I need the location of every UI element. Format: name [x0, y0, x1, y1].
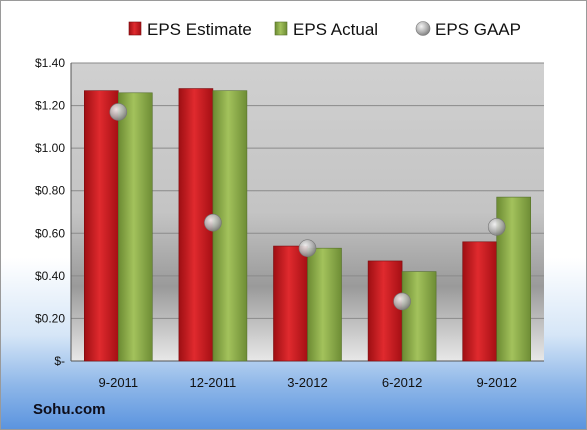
legend: EPS Estimate EPS Actual EPS GAAP	[128, 20, 521, 39]
bar-eps-actual	[401, 271, 437, 362]
x-tick-label: 9-2012	[476, 375, 516, 390]
legend-swatch-eps-gaap	[415, 21, 431, 36]
y-axis-ticks: $- $0.20 $0.40 $0.60 $0.80 $1.00 $1.20 $1.40	[35, 56, 65, 368]
marker-eps-gaap	[109, 103, 128, 121]
x-axis-ticks: 9-2011 12-2011 3-2012 6-2012 9-2012	[99, 375, 517, 390]
bar-eps-estimate	[462, 241, 498, 362]
bar-eps-estimate	[84, 90, 119, 362]
x-tick-label: 9-2011	[99, 375, 139, 390]
legend-label: EPS Estimate	[147, 20, 252, 39]
y-tick-label: $0.80	[35, 184, 65, 198]
y-tick-label: $0.40	[35, 269, 65, 283]
y-tick-label: $1.00	[35, 141, 65, 155]
bar-eps-estimate	[273, 245, 308, 362]
legend-label: EPS Actual	[293, 20, 378, 39]
y-tick-label: $0.20	[35, 311, 65, 325]
y-tick-label: $1.20	[35, 99, 65, 113]
marker-eps-gaap	[487, 218, 506, 236]
bar-eps-estimate	[367, 260, 403, 362]
bar-eps-actual	[307, 247, 342, 362]
source-label: Sohu.com	[33, 401, 106, 418]
legend-label: EPS GAAP	[435, 20, 521, 39]
y-tick-label: $-	[54, 354, 65, 368]
legend-swatch-eps-estimate	[128, 21, 142, 36]
y-tick-label: $0.60	[35, 226, 65, 240]
x-tick-label: 12-2011	[190, 375, 237, 390]
x-tick-label: 6-2012	[382, 375, 422, 390]
y-tick-label: $1.40	[35, 56, 65, 70]
gaap-markers	[109, 103, 506, 311]
marker-eps-gaap	[204, 213, 222, 232]
marker-eps-gaap	[393, 292, 411, 311]
bars	[84, 88, 532, 362]
marker-eps-gaap	[298, 239, 317, 257]
x-tick-label: 3-2012	[287, 375, 327, 390]
bar-eps-actual	[118, 92, 153, 362]
legend-swatch-eps-actual	[274, 21, 288, 36]
